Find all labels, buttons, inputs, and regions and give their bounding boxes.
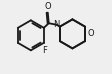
Text: F: F: [42, 46, 47, 55]
Text: O: O: [88, 29, 95, 38]
Text: O: O: [45, 2, 52, 11]
Text: N: N: [53, 20, 60, 29]
